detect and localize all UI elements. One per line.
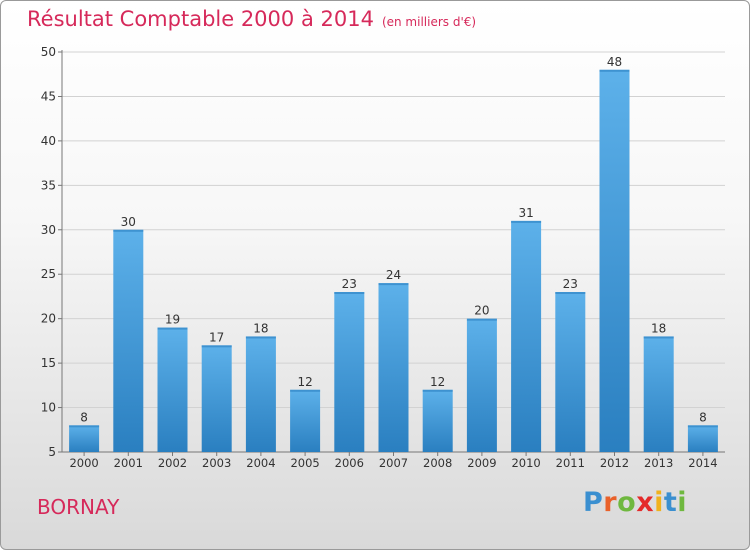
data-label: 8 bbox=[699, 410, 707, 424]
x-tick-label: 2009 bbox=[467, 456, 496, 470]
data-label: 30 bbox=[121, 215, 136, 229]
commune-name: BORNAY bbox=[37, 495, 120, 519]
proxiti-logo: Proxiti bbox=[583, 487, 687, 518]
bar-cap bbox=[687, 425, 718, 428]
bar bbox=[201, 345, 232, 452]
bar-cap bbox=[113, 229, 144, 232]
x-tick-label: 2014 bbox=[688, 456, 717, 470]
chart-title-block: Résultat Comptable 2000 à 2014 (en millie… bbox=[27, 7, 476, 31]
data-label: 12 bbox=[430, 375, 445, 389]
bar-cap bbox=[422, 389, 453, 392]
bar bbox=[378, 283, 409, 452]
y-tick-label: 50 bbox=[41, 45, 56, 59]
logo-letter: x bbox=[636, 487, 655, 518]
logo-letter: P bbox=[583, 487, 604, 518]
data-label: 17 bbox=[209, 330, 224, 344]
data-label: 24 bbox=[386, 268, 401, 282]
x-tick-label: 2011 bbox=[556, 456, 585, 470]
bar-cap bbox=[245, 336, 276, 339]
x-tick-label: 2002 bbox=[158, 456, 187, 470]
data-label: 48 bbox=[607, 55, 622, 69]
bar-cap bbox=[466, 318, 497, 321]
logo-letter: o bbox=[617, 487, 637, 518]
y-tick-label: 30 bbox=[41, 223, 56, 237]
bar-cap bbox=[201, 345, 232, 348]
bar bbox=[599, 69, 630, 453]
logo-letter: r bbox=[603, 487, 618, 518]
data-label: 19 bbox=[165, 313, 180, 327]
bar bbox=[334, 292, 365, 452]
logo-letter: i bbox=[654, 487, 664, 518]
x-tick-label: 2006 bbox=[335, 456, 364, 470]
logo-letter: t bbox=[663, 487, 678, 518]
bar-cap bbox=[555, 292, 586, 294]
x-tick-label: 2013 bbox=[644, 456, 673, 470]
bar bbox=[245, 336, 276, 452]
x-tick-label: 2005 bbox=[290, 456, 319, 470]
bar bbox=[422, 389, 453, 452]
bar-cap bbox=[334, 292, 365, 294]
bar-cap bbox=[643, 336, 674, 339]
bar-cap bbox=[69, 425, 100, 428]
bar bbox=[687, 425, 718, 452]
bar-cap bbox=[290, 389, 321, 392]
chart-title: Résultat Comptable 2000 à 2014 bbox=[27, 7, 374, 31]
y-tick-label: 35 bbox=[41, 178, 56, 192]
bar-cap bbox=[157, 327, 188, 330]
x-tick-label: 2000 bbox=[69, 456, 98, 470]
bar-cap bbox=[378, 283, 409, 286]
x-tick-label: 2008 bbox=[423, 456, 452, 470]
x-tick-label: 2003 bbox=[202, 456, 231, 470]
data-label: 23 bbox=[342, 277, 357, 291]
y-tick-label: 25 bbox=[41, 267, 56, 281]
y-tick-label: 15 bbox=[41, 356, 56, 370]
y-tick-label: 5 bbox=[48, 445, 56, 459]
x-tick-label: 2007 bbox=[379, 456, 408, 470]
bar bbox=[290, 389, 321, 452]
y-tick-label: 20 bbox=[41, 312, 56, 326]
bar bbox=[466, 318, 497, 452]
data-label: 31 bbox=[518, 206, 533, 220]
x-tick-label: 2004 bbox=[246, 456, 275, 470]
bar bbox=[69, 425, 100, 452]
chart-subtitle: (en milliers d'€) bbox=[381, 15, 477, 29]
data-label: 18 bbox=[253, 321, 268, 335]
data-label: 8 bbox=[80, 410, 88, 424]
y-tick-label: 45 bbox=[41, 89, 56, 103]
data-label: 23 bbox=[563, 277, 578, 291]
y-tick-label: 10 bbox=[41, 401, 56, 415]
bar-cap bbox=[511, 220, 542, 223]
logo-letter: i bbox=[677, 487, 688, 518]
x-tick-label: 2001 bbox=[114, 456, 143, 470]
bar bbox=[157, 327, 188, 452]
bar bbox=[643, 336, 674, 452]
data-label: 20 bbox=[474, 304, 489, 318]
bar bbox=[113, 229, 144, 452]
x-tick-label: 2012 bbox=[600, 456, 629, 470]
bar bbox=[555, 292, 586, 452]
bar bbox=[511, 220, 542, 452]
data-label: 12 bbox=[297, 375, 312, 389]
bar-cap bbox=[599, 69, 630, 72]
y-tick-label: 40 bbox=[41, 134, 56, 148]
x-tick-label: 2010 bbox=[511, 456, 540, 470]
data-label: 18 bbox=[651, 321, 666, 335]
